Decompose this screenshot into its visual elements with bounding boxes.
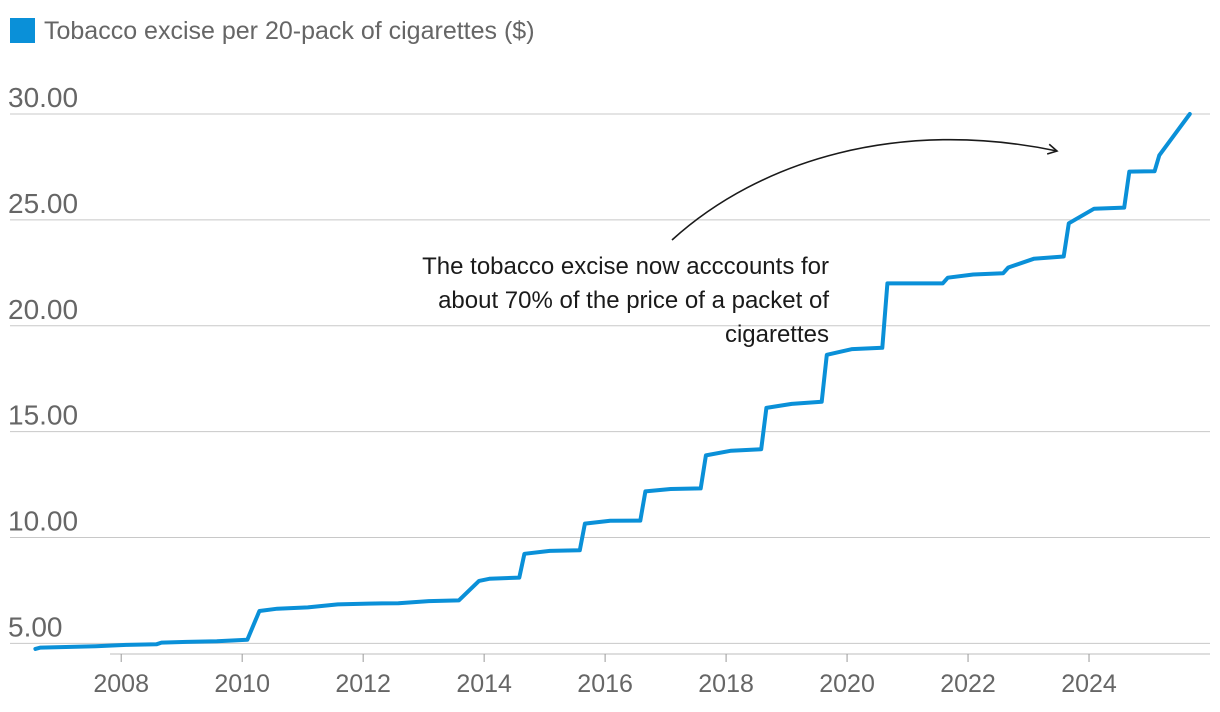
y-tick-label: 5.00	[8, 611, 63, 642]
x-tick-label: 2012	[335, 670, 391, 698]
annotation-line-1: The tobacco excise now acccounts for	[422, 253, 829, 280]
x-tick-label: 2022	[940, 670, 996, 698]
y-tick-label: 30.00	[8, 82, 78, 113]
y-tick-label: 15.00	[8, 400, 78, 431]
x-tick-label: 2018	[698, 670, 754, 698]
series	[33, 112, 1192, 651]
x-tick-label: 2024	[1061, 670, 1117, 698]
x-tick-label: 2014	[456, 670, 512, 698]
y-tick-label: 10.00	[8, 506, 78, 537]
y-axis-ticks: 30.00 25.00 20.00 15.00 10.00 5.00	[8, 82, 78, 642]
legend-swatch	[10, 18, 35, 43]
gridlines	[10, 113, 1210, 655]
x-tick-label: 2008	[93, 670, 149, 698]
annotation-arrow	[671, 138, 1059, 241]
annotation-line-3: cigarettes	[725, 321, 829, 348]
legend: Tobacco excise per 20-pack of cigarettes…	[10, 17, 535, 45]
annotation: The tobacco excise now acccounts for abo…	[422, 138, 1059, 348]
y-tick-label: 25.00	[8, 188, 78, 219]
y-tick-label: 20.00	[8, 294, 78, 325]
legend-label: Tobacco excise per 20-pack of cigarettes…	[44, 17, 535, 45]
x-axis-ticks: 2008 2010 2012 2014 2016 2018 2020 2022 2024	[93, 654, 1117, 698]
x-tick-label: 2020	[819, 670, 875, 698]
series-line	[33, 112, 1192, 651]
x-tick-label: 2016	[577, 670, 633, 698]
annotation-line-2: about 70% of the price of a packet of	[438, 287, 829, 314]
x-tick-label: 2010	[214, 670, 270, 698]
